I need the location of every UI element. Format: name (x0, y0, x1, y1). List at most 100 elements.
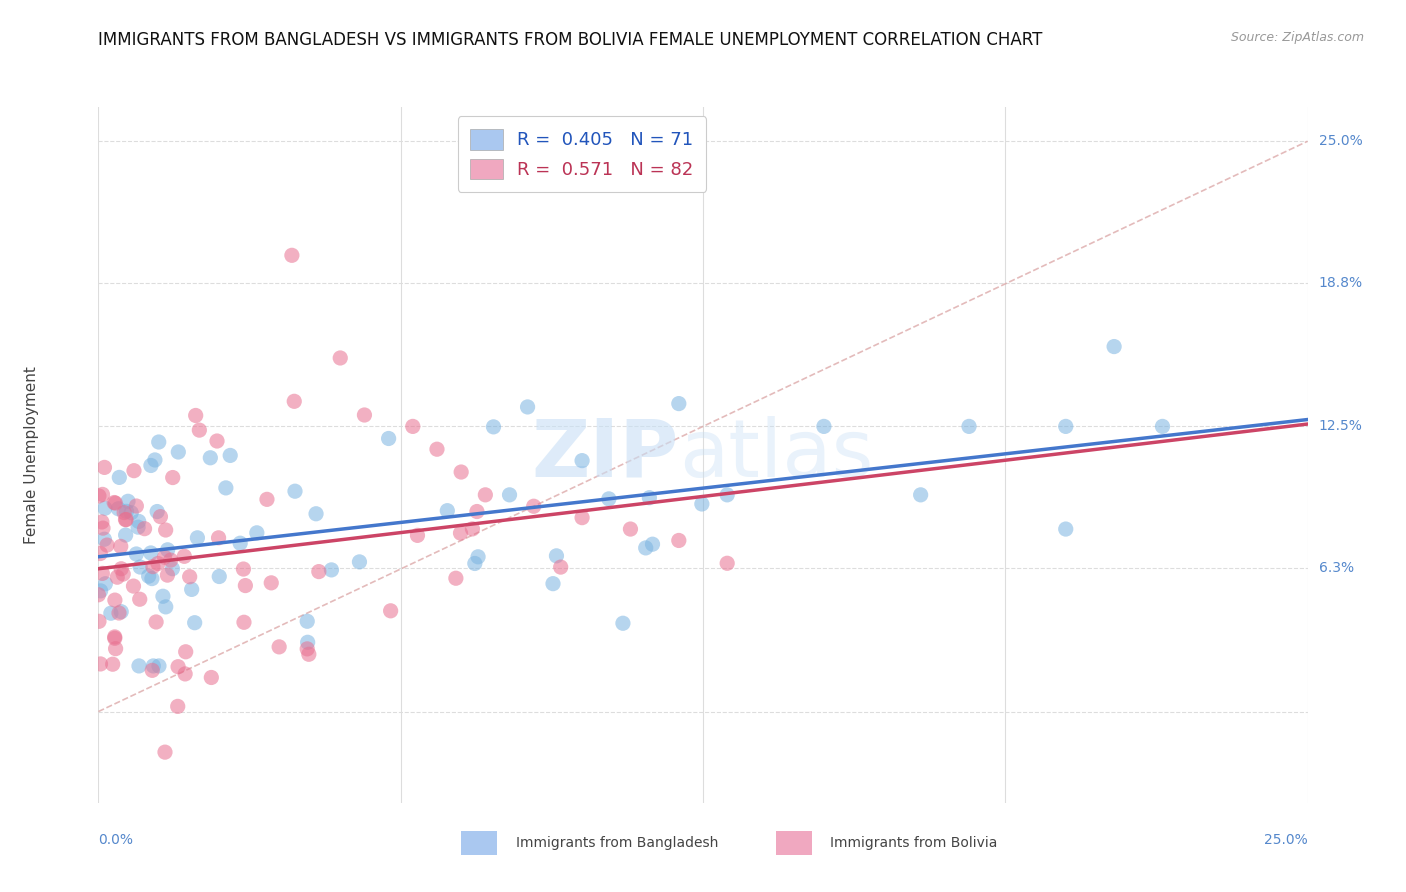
Point (155, 599, 177, 614)
Point (148, 659, 170, 673)
Point (308, 565, 330, 579)
Point (377, 432, 399, 446)
Point (87, 615, 110, 629)
Point (142, 659, 165, 673)
Point (281, 248, 304, 262)
Point (295, 641, 318, 656)
Point (329, 351, 352, 365)
Point (143, 453, 166, 467)
Point (1102, 340, 1125, 354)
Point (128, 592, 150, 607)
Point (516, 400, 538, 414)
Text: ZIP: ZIP (531, 416, 679, 494)
Point (159, 553, 181, 567)
Point (91, 566, 114, 581)
Point (110, 562, 132, 576)
Point (321, 563, 343, 577)
Point (298, 647, 321, 661)
Point (90, 583, 112, 598)
Point (546, 549, 568, 563)
Point (167, 445, 190, 459)
Point (184, 409, 207, 423)
Point (690, 497, 713, 511)
Point (125, 547, 148, 561)
Point (450, 465, 472, 479)
Point (550, 560, 572, 574)
Text: Immigrants from Bangladesh: Immigrants from Bangladesh (516, 836, 718, 850)
Point (153, 745, 176, 759)
Point (284, 484, 307, 499)
Point (89, 547, 111, 561)
Point (716, 488, 738, 502)
Point (156, 568, 179, 582)
Point (205, 434, 228, 448)
Point (155, 523, 177, 537)
Point (215, 481, 238, 495)
Point (110, 605, 132, 619)
Point (108, 470, 131, 484)
Point (148, 435, 170, 450)
Point (104, 630, 127, 644)
Point (96, 538, 118, 552)
Legend: R =  0.405   N = 71, R =  0.571   N = 82: R = 0.405 N = 71, R = 0.571 N = 82 (458, 116, 706, 192)
Point (91, 487, 114, 501)
Point (349, 555, 371, 569)
Point (105, 570, 128, 584)
Point (104, 641, 127, 656)
Point (186, 531, 208, 545)
Point (94, 501, 117, 516)
Point (117, 494, 139, 508)
Point (233, 615, 256, 630)
Point (297, 614, 319, 628)
Point (167, 659, 190, 673)
Point (146, 504, 169, 518)
Point (467, 549, 489, 564)
Bar (776, 830, 811, 855)
Point (207, 531, 229, 545)
Point (229, 536, 252, 550)
Point (380, 604, 402, 618)
Point (612, 616, 634, 631)
Point (139, 458, 162, 473)
Point (246, 525, 269, 540)
Point (716, 556, 738, 570)
Point (173, 549, 195, 564)
Point (1054, 522, 1077, 536)
Point (1152, 419, 1174, 434)
Point (183, 615, 205, 630)
Point (141, 572, 163, 586)
Point (93, 533, 115, 547)
Point (104, 593, 127, 607)
Point (114, 528, 136, 542)
Point (104, 496, 127, 510)
Text: 12.5%: 12.5% (1319, 419, 1362, 434)
Point (145, 615, 167, 629)
Point (188, 423, 211, 437)
Point (450, 526, 472, 541)
Point (638, 491, 661, 505)
Point (139, 546, 162, 560)
Point (641, 537, 664, 551)
Point (93, 460, 115, 475)
Point (957, 419, 980, 434)
Point (152, 589, 174, 603)
Point (115, 512, 138, 526)
Point (90, 515, 112, 529)
Point (283, 394, 305, 409)
Point (87, 489, 110, 503)
Point (87, 588, 110, 602)
Point (162, 470, 184, 484)
Point (200, 450, 222, 465)
Point (260, 575, 283, 590)
Point (668, 533, 690, 548)
Point (464, 557, 486, 571)
Point (498, 488, 520, 502)
Text: 0.0%: 0.0% (98, 833, 134, 847)
Point (482, 420, 505, 434)
Point (127, 520, 149, 534)
Point (297, 635, 319, 649)
Point (598, 491, 620, 506)
Point (128, 659, 150, 673)
Point (305, 507, 328, 521)
Point (180, 582, 202, 597)
